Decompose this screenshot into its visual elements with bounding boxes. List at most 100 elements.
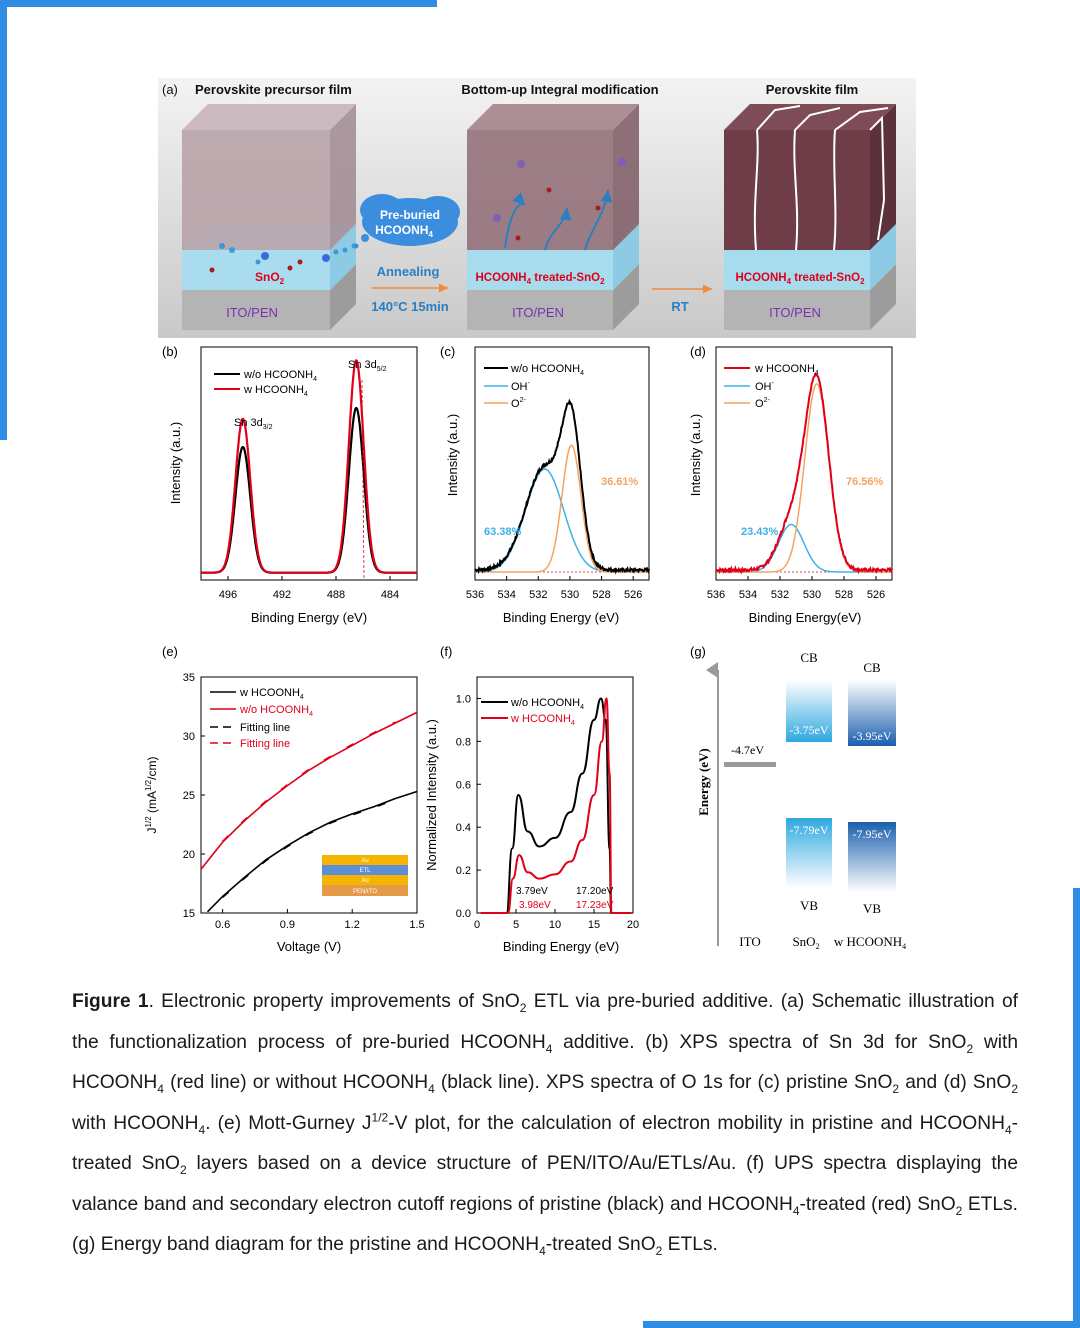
y-tick-label: 30 <box>183 731 195 743</box>
e-legend-3: Fitting line <box>240 722 290 734</box>
e-series-1 <box>200 711 418 870</box>
caption-text: and (d) SnO <box>899 1072 1012 1093</box>
panel-d-ylabel: Intensity (a.u.) <box>688 414 703 496</box>
caption-text: ETL via pre-buried additive. (a) Schemat… <box>72 991 1018 1053</box>
stage1-title: Perovskite precursor film <box>195 82 352 97</box>
g-x-ito: ITO <box>739 934 760 949</box>
panel-b-label: (b) <box>162 344 178 359</box>
right-accent-bar <box>1073 888 1080 1328</box>
g-x-treated: w HCOONH4 <box>834 934 906 951</box>
caption-text: ETLs. <box>662 1234 718 1255</box>
panel-g-ylabel: Energy (eV) <box>696 748 711 816</box>
caption-script: 1/2 <box>371 1110 389 1125</box>
panel-b-ticks: 496 492 488 484 <box>219 576 399 601</box>
x-tick-label: 534 <box>497 589 515 601</box>
c-legend-1: w/o HCOONH4 <box>510 363 584 377</box>
stage2-title: Bottom-up Integral modification <box>461 82 658 97</box>
y-tick-label: 0.6 <box>456 779 471 791</box>
panel-d-frame <box>715 346 893 581</box>
x-tick-label: 530 <box>803 589 821 601</box>
top-left-accent-bar <box>0 0 437 7</box>
caption-text: -V plot, for the calculation of electron… <box>388 1112 1005 1134</box>
e-series-0 <box>206 790 418 913</box>
inset-pen-ito <box>322 885 408 896</box>
caption-script: 2 <box>955 1203 963 1218</box>
component-1 <box>475 444 649 573</box>
stack-perovskite: HCOONH4 treated-SnO2 ITO/PEN <box>724 104 896 330</box>
panel-f-ticks: 0 5 10 15 20 0.0 0.2 0.4 0.6 0.8 1.0 <box>456 693 639 931</box>
x-tick-label: 5 <box>513 919 519 931</box>
treated-cb-block <box>848 680 896 746</box>
x-tick-label: 1.5 <box>409 919 424 931</box>
panel-c-ylabel: Intensity (a.u.) <box>445 414 460 496</box>
e-legend-1: w HCOONH4 <box>239 687 304 701</box>
panel-c-xlabel: Binding Energy (eV) <box>503 610 619 625</box>
c-legend-2: OH- <box>511 380 531 393</box>
bottom-right-accent-bar <box>643 1321 1080 1328</box>
y-tick-label: 0.2 <box>456 865 471 877</box>
b-legend-2: w HCOONH4 <box>243 384 308 398</box>
caption-script: 2 <box>655 1243 663 1258</box>
panel-g-label: (g) <box>690 644 706 659</box>
panel-c-label: (c) <box>440 344 455 359</box>
arrow1-bottom-label: 140°C 15min <box>371 299 449 314</box>
additive-molecules <box>219 243 357 265</box>
f-legend-1: w/o HCOONH4 <box>510 697 584 711</box>
caption-script: 4 <box>539 1243 546 1258</box>
e-legend-2: w/o HCOONH4 <box>239 704 313 718</box>
inset-text-2: ETL <box>359 868 371 874</box>
panel-d: (d) Intensity (a.u.) Binding Energy(eV) … <box>688 344 893 625</box>
x-tick-label: 496 <box>219 589 237 601</box>
x-tick-label: 488 <box>327 589 345 601</box>
panel-c-ticks: 536 534 532 530 528 526 <box>466 576 642 601</box>
caption-text: -treated (red) SnO <box>799 1193 956 1215</box>
inset-text-4: PEN/ITO <box>353 889 377 895</box>
f-ann-red-left: 3.98eV <box>519 900 551 911</box>
caption-text: layers based on a device structure of PE… <box>72 1153 1018 1215</box>
treated-cb-value: -3.95eV <box>853 729 892 743</box>
precursor-layer <box>182 130 330 250</box>
inset-text-3: Au <box>361 878 368 884</box>
panel-e-xlabel: Voltage (V) <box>277 939 341 954</box>
caption-text: (red line) or without HCOONH <box>163 1072 429 1093</box>
panel-f-ylabel: Normalized Intensity (a.u.) <box>424 719 439 871</box>
left-accent-bar <box>0 0 7 440</box>
sno2-vb-label: VB <box>800 898 818 913</box>
panel-d-label: (d) <box>690 344 706 359</box>
y-tick-label: 0.4 <box>456 822 471 834</box>
peak-label-3-2: Sn 3d3/2 <box>234 417 273 431</box>
panel-d-xlabel: Binding Energy(eV) <box>749 610 862 625</box>
composite-envelope <box>474 398 650 575</box>
f-legend-2: w HCOONH4 <box>510 713 575 727</box>
x-tick-label: 484 <box>381 589 399 601</box>
ito-level-bar <box>724 762 776 767</box>
caption-text: . Electronic property improvements of Sn… <box>148 991 520 1012</box>
panel-f-series <box>480 697 632 914</box>
caption-script: 4 <box>1004 1122 1012 1137</box>
f-ann-black-left: 3.79eV <box>516 886 548 897</box>
panel-g: (g) Energy (eV) -4.7eV CB -3.75eV CB -3.… <box>690 644 906 951</box>
treated-label-2: HCOONH4 treated-SnO2 <box>475 272 605 286</box>
caption-text: ETLs. (g) Energy band diagram for the pr… <box>72 1193 1018 1256</box>
panel-b-xlabel: Binding Energy (eV) <box>251 610 367 625</box>
y-tick-label: 0.8 <box>456 736 471 748</box>
caption-script: 2 <box>966 1041 974 1056</box>
sno2-cb-label: CB <box>800 650 818 665</box>
cloud-line2: HCOONH4 <box>375 223 433 239</box>
caption-script: 2 <box>179 1162 187 1177</box>
inset-etl <box>322 865 408 875</box>
inset-au-bottom <box>322 875 408 885</box>
f-series-1 <box>480 697 632 914</box>
d-legend-3: O2- <box>755 397 770 410</box>
panel-e-ticks: 0.6 0.9 1.2 1.5 15 20 25 30 35 <box>183 672 425 931</box>
stack-modification: HCOONH4 treated-SnO2 ITO/PEN <box>467 104 639 330</box>
panel-c: (c) Intensity (a.u.) Binding Energy (eV)… <box>440 344 650 625</box>
x-tick-label: 20 <box>627 919 639 931</box>
ito-value: -4.7eV <box>731 743 764 757</box>
composite-envelope <box>715 372 893 575</box>
x-tick-label: 528 <box>835 589 853 601</box>
y-tick-label: 1.0 <box>456 693 471 705</box>
sno2-vb-value: -7.79eV <box>790 823 829 837</box>
panel-f: (f) Normalized Intensity (a.u.) Binding … <box>424 644 639 954</box>
x-tick-label: 492 <box>273 589 291 601</box>
